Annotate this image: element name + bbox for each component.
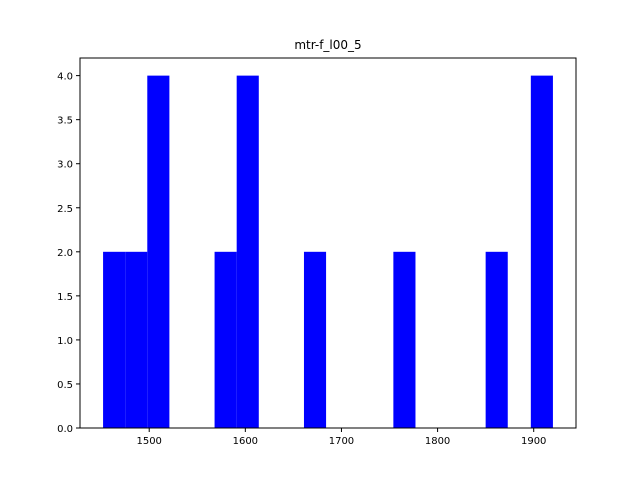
chart-title: mtr-f_l00_5 — [294, 38, 361, 52]
x-tick-label: 1600 — [233, 436, 258, 447]
bars-group — [103, 75, 553, 428]
y-tick-label: 1.0 — [57, 336, 73, 347]
y-tick-label: 3.0 — [57, 160, 73, 171]
x-tick-label: 1800 — [425, 436, 450, 447]
histogram-bar-7 — [485, 251, 508, 428]
histogram-bar-6 — [393, 251, 416, 428]
histogram-bar-4 — [236, 75, 259, 428]
x-tick-label: 1900 — [521, 436, 546, 447]
x-tick-label: 1500 — [136, 436, 161, 447]
histogram-bar-5 — [303, 251, 327, 428]
x-axis-ticks: 1500 1600 1700 1800 1900 — [136, 428, 546, 447]
y-tick-label: 0.5 — [57, 380, 73, 391]
y-tick-label: 3.5 — [57, 116, 73, 127]
histogram-bar-1 — [125, 251, 148, 428]
y-tick-label: 4.0 — [57, 72, 73, 83]
y-tick-label: 2.5 — [57, 204, 73, 215]
histogram-bar-3 — [214, 251, 237, 428]
histogram-bar-8 — [530, 75, 553, 428]
x-tick-label: 1700 — [329, 436, 354, 447]
y-tick-label: 2.0 — [57, 248, 73, 259]
histogram-bar-2 — [147, 75, 170, 428]
plot-frame — [79, 57, 577, 429]
y-axis-ticks: 0.0 0.5 1.0 1.5 2.0 2.5 3.0 3.5 4.0 — [57, 72, 80, 435]
y-tick-label: 0.0 — [57, 424, 73, 435]
histogram-bar-0 — [103, 251, 126, 428]
y-tick-label: 1.5 — [57, 292, 73, 303]
